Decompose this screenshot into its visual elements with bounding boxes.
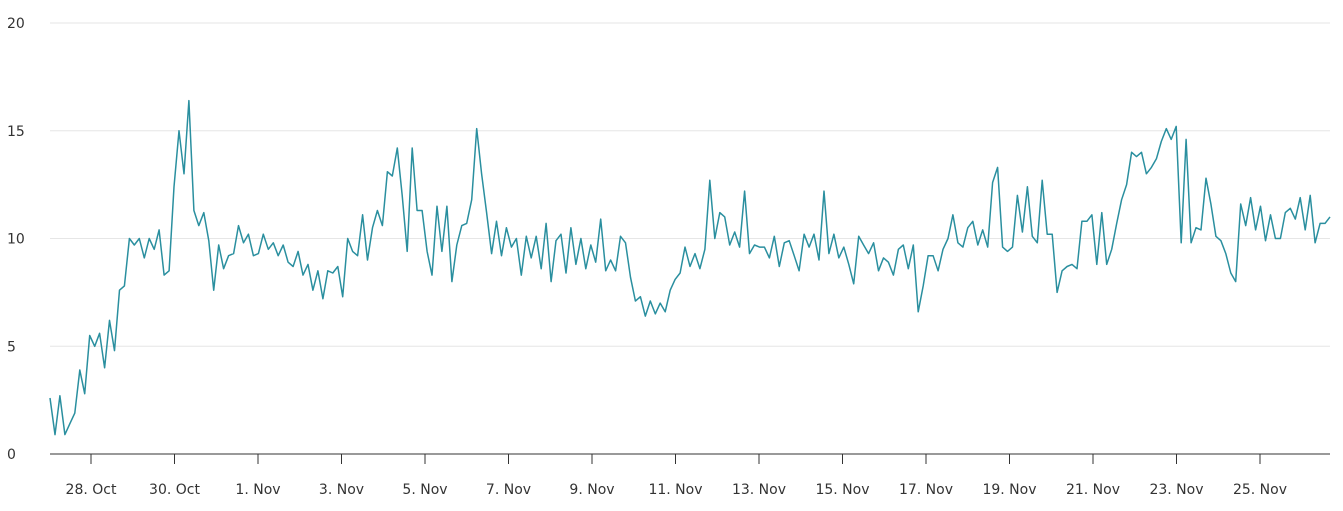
y-tick-label: 20 [7, 16, 25, 32]
y-tick-label: 15 [7, 124, 25, 140]
x-tick-label: 15. Nov [815, 482, 869, 498]
x-tick-label: 5. Nov [402, 482, 447, 498]
y-tick-label: 10 [7, 232, 25, 248]
x-tick-label: 28. Oct [66, 482, 117, 498]
y-tick-label: 5 [7, 339, 16, 355]
x-tick-label: 23. Nov [1149, 482, 1203, 498]
x-tick-label: 25. Nov [1233, 482, 1287, 498]
x-tick-label: 21. Nov [1066, 482, 1120, 498]
x-tick-label: 13. Nov [732, 482, 786, 498]
x-tick-label: 17. Nov [899, 482, 953, 498]
x-tick-label: 9. Nov [569, 482, 614, 498]
x-tick-label: 11. Nov [648, 482, 702, 498]
data-series-line [49, 99, 1331, 436]
gridlines [50, 22, 1330, 347]
y-axis-labels: 0 5 10 15 20 [7, 16, 25, 463]
x-tick-label: 1. Nov [235, 482, 280, 498]
x-tick-label: 3. Nov [319, 482, 364, 498]
y-tick-label: 0 [7, 447, 16, 463]
x-tick-label: 30. Oct [149, 482, 200, 498]
x-axis: 28. Oct 30. Oct 1. Nov 3. Nov 5. Nov 7. Nov 9.… [50, 453, 1330, 498]
x-tick-label: 7. Nov [486, 482, 531, 498]
x-tick-label: 19. Nov [982, 482, 1036, 498]
